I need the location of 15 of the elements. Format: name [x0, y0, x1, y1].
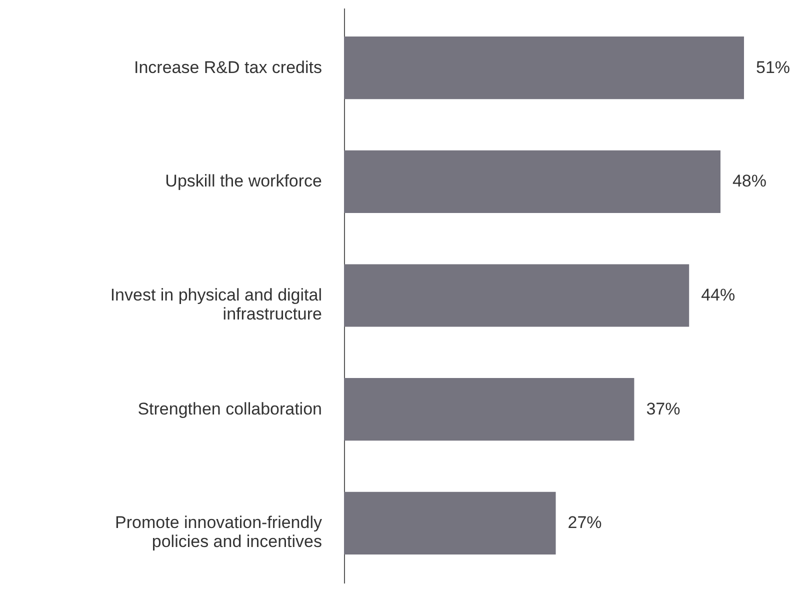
bar — [344, 264, 690, 327]
data-label: 37% — [646, 399, 680, 418]
bar — [344, 378, 634, 441]
bar — [344, 150, 720, 213]
data-label: 27% — [568, 513, 602, 532]
y-tick-label: Strengthen collaboration — [138, 399, 322, 418]
data-label: 48% — [732, 172, 766, 191]
y-tick-label: Upskill the workforce — [165, 172, 322, 191]
y-tick-label: Invest in physical and digital infrastructure — [110, 286, 322, 324]
data-label: 44% — [701, 286, 736, 304]
data-label: 51% — [756, 58, 790, 77]
y-tick-label: Increase R&D tax credits — [134, 58, 322, 77]
bar — [344, 492, 556, 555]
bar — [344, 36, 744, 100]
y-tick-label: Promote innovation-friendly policies and incentives — [115, 513, 322, 552]
